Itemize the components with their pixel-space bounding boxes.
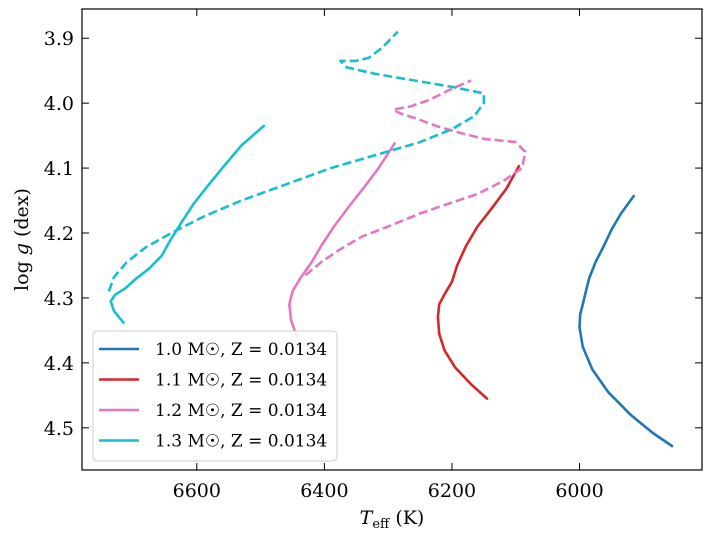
series-1-solid-line <box>578 194 674 448</box>
x-axis-label: Teff (K) <box>360 507 425 532</box>
series-3-dashed-line <box>304 79 527 277</box>
y-tick-label: 4.2 <box>44 223 74 245</box>
legend-label: 1.2 M☉, Z = 0.0134 <box>155 401 327 421</box>
legend-box <box>92 330 338 462</box>
ticks-layer: 6600 6400 6200 6000 3.9 4.0 4.1 4.2 4.3 4.4 4.5 <box>44 9 702 502</box>
y-tick-label: 3.9 <box>44 28 74 50</box>
y-tick-label: 4.5 <box>44 418 74 440</box>
x-tick-label: 6600 <box>173 480 221 502</box>
series-2-solid-line <box>436 164 521 400</box>
y-axis-label: log g (dex) <box>11 188 33 291</box>
series-4-solid-line <box>109 124 266 324</box>
y-tick-label: 4.0 <box>44 93 74 115</box>
y-tick-label: 4.3 <box>44 288 74 310</box>
x-tick-label: 6000 <box>555 480 603 502</box>
series-layer <box>107 30 674 448</box>
legend-label: 1.0 M☉, Z = 0.0134 <box>155 340 327 360</box>
x-tick-label: 6400 <box>300 480 348 502</box>
legend-label: 1.3 M☉, Z = 0.0134 <box>155 432 327 452</box>
x-tick-label: 6200 <box>428 480 476 502</box>
series-4-dashed-line <box>107 30 486 292</box>
y-tick-label: 4.1 <box>44 158 74 180</box>
series-3-solid-line <box>288 142 396 339</box>
y-tick-label: 4.4 <box>44 353 74 375</box>
plot-frame <box>81 8 703 471</box>
legend-label: 1.1 M☉, Z = 0.0134 <box>155 371 327 391</box>
legend: 1.0 M☉, Z = 0.0134 1.1 M☉, Z = 0.0134 1.2 … <box>92 330 338 462</box>
